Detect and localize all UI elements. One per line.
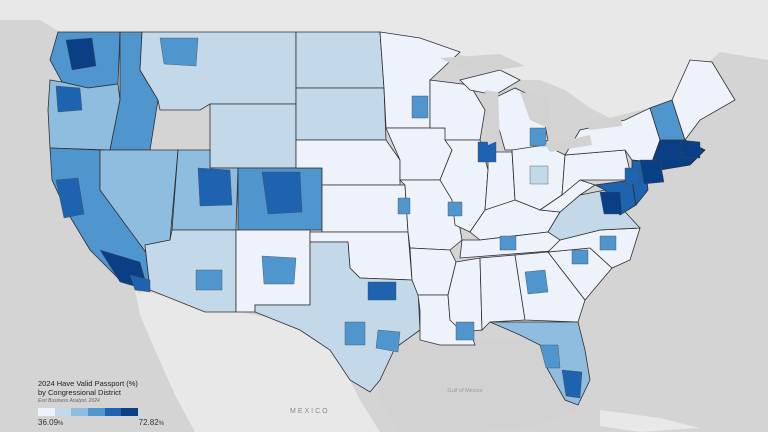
canada-land [0,0,768,118]
caribbean-land [600,410,700,432]
legend-swatch [88,408,105,416]
lake-michigan [485,90,500,145]
district-idaho-n [159,37,199,67]
legend-min-unit: % [58,421,64,427]
district-denver [261,171,303,215]
district-kc [397,197,411,215]
lake-erie [545,135,592,152]
district-charlotte [571,249,589,265]
district-albuquerque [261,255,297,285]
district-miami [561,369,583,399]
district-overlays [55,37,701,399]
district-minneapolis [411,95,429,119]
district-seattle [65,37,97,71]
mexico-land [140,290,380,432]
state-arkansas [409,247,457,296]
state-south-dakota [295,87,387,141]
district-portland [55,85,83,113]
state-michigan-up [459,69,521,96]
legend-swatch [54,408,72,416]
state-texas [254,241,421,393]
state-north-dakota [295,31,385,89]
district-philly [624,167,641,185]
district-dallas [367,281,397,301]
district-nyc [639,159,665,185]
district-slc [197,167,233,207]
label-mexico: MEXICO [290,408,330,415]
state-kansas [321,184,409,233]
district-detroit [529,127,547,147]
legend-swatch [104,408,122,416]
state-alabama [479,254,526,331]
state-virginia [547,189,641,241]
lake-huron [520,92,552,130]
label-gulf: Gulf of Mexico [447,388,483,394]
district-boston [679,139,701,159]
legend-title-line2: by Congressional District [38,388,121,397]
legend-min-value: 36.09 [38,418,59,427]
legend-min: 36.09% [38,418,63,427]
state-wyoming [209,103,297,169]
district-nashville [499,235,517,251]
district-columbus [529,165,549,185]
district-chicago [477,141,497,163]
district-tampa [539,344,561,369]
gulf-water [375,330,580,432]
district-atlanta [524,269,549,295]
legend-swatch [121,408,139,416]
legend-swatch [71,408,89,416]
state-georgia [514,251,586,323]
district-dc [599,191,623,215]
district-new-orleans [455,321,475,341]
legend-swatch [38,408,55,416]
district-bay-area [55,177,85,219]
district-raleigh [599,235,617,251]
district-sd [129,274,151,293]
great-lakes [440,54,622,152]
district-austin [344,321,366,346]
district-stlouis [447,201,463,217]
district-phoenix [195,269,223,291]
legend-color-ramp [38,408,139,416]
legend-title-line1: 2024 Have Valid Passport (%) [38,379,138,388]
district-houston [375,329,401,353]
lake-ontario [585,116,622,130]
legend: 2024 Have Valid Passport (%) by Congress… [38,379,168,427]
legend-max-unit: % [158,421,164,427]
legend-source: Esri Business Analyst, 2024 [38,398,100,404]
legend-max: 72.82% [139,418,164,427]
baja-land [135,290,210,432]
lake-superior [440,54,525,74]
legend-max-value: 72.82 [138,418,159,427]
legend-range: 36.09% 72.82% [38,418,164,427]
